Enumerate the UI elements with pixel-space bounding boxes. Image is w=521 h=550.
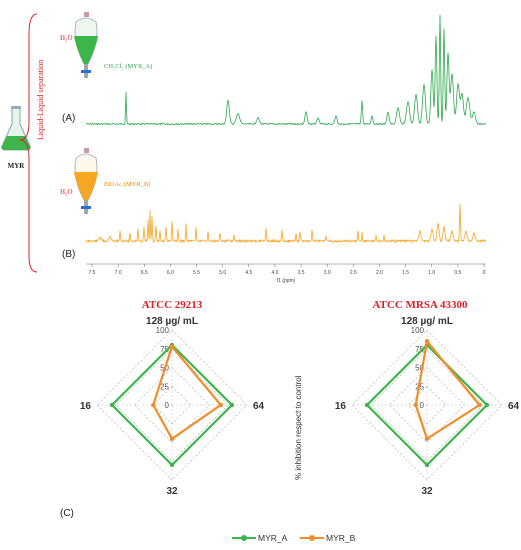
ppm-tick-label: 7.5 [89, 270, 96, 276]
radar-tick-label: 75 [160, 345, 169, 354]
ppm-tick-label: 0.5 [454, 270, 461, 276]
spectrum-b-trace [85, 203, 487, 244]
panel-c-label: (C) [60, 508, 74, 519]
legend-label-myr-a: MYR_A [258, 533, 288, 543]
ppm-tick-label: 4.5 [245, 270, 252, 276]
radar-axis-label: 128 µg/ mL [401, 316, 453, 327]
radar-tick-label: 50 [415, 364, 424, 373]
spectrum-a-label: (A) [62, 113, 75, 124]
radar-tick-label: 0 [420, 401, 425, 410]
legend: MYR_A MYR_B [232, 533, 356, 543]
radar-series-myr-b [414, 340, 481, 440]
ppm-tick-label: 1.0 [428, 270, 435, 276]
ppm-axis-label: f1 (ppm) [277, 278, 296, 284]
fraction-b: EtOAc (MYR_B) [104, 181, 150, 188]
radar-point [424, 436, 430, 441]
radar-point [169, 462, 175, 468]
radar-point [364, 402, 370, 408]
spectrum-a-trace [85, 14, 487, 126]
separatory-funnel-icon [74, 12, 98, 78]
radar-tick-label: 25 [160, 382, 169, 391]
ppm-tick-label: 5.0 [219, 270, 226, 276]
radar-point [477, 402, 482, 408]
radar-axis-label: 16 [335, 401, 347, 412]
radar-tick-label: 100 [411, 326, 425, 335]
radar-point [218, 402, 223, 408]
ppm-tick-label: 2.0 [376, 270, 383, 276]
legend-label-myr-b: MYR_B [326, 533, 356, 543]
radar-tick-label: 0 [165, 401, 170, 410]
radar-point [109, 402, 115, 408]
ppm-tick-label: 3.0 [324, 270, 331, 276]
radar-axis-label: 64 [508, 401, 520, 412]
radar-1-title: ATCC 29213 [142, 299, 203, 311]
ppm-tick-label: 7.0 [115, 270, 122, 276]
ppm-tick-label: 6.0 [167, 270, 174, 276]
bracket-label: Liquid-Liquid separation [36, 60, 45, 140]
radar-axis-label: 64 [253, 401, 265, 412]
radar-point [229, 402, 235, 408]
separation-bracket [19, 13, 38, 273]
legend-marker-icon [309, 535, 315, 541]
legend-item-myr-b: MYR_B [300, 533, 356, 543]
radar-2-title: ATCC MRSA 43300 [372, 299, 468, 311]
radar-point [424, 339, 430, 344]
ppm-axis-ticks: 7.5 7.0 6.5 6.0 5.5 5.0 4.5 4.0 3.5 3.0 2.5 2.0 1.5 1… [89, 264, 486, 276]
radar-point [151, 402, 156, 408]
separatory-funnel-icon [74, 148, 98, 214]
radar-point [413, 402, 418, 408]
radar-axis-label: 32 [166, 486, 178, 497]
radar-axis-label: 128 µg/ mL [146, 316, 198, 327]
radar-axis-label: 32 [421, 486, 433, 497]
radar-grid-ring [152, 385, 192, 425]
radar-point [169, 344, 175, 349]
radar-grid-ring [115, 348, 229, 462]
ppm-tick-label: 1.5 [402, 270, 409, 276]
radar-grid-ring [96, 329, 248, 481]
y-axis-label: % inhibition respect to control [294, 375, 303, 480]
radar-tick-label: 100 [156, 326, 170, 335]
legend-item-myr-a: MYR_A [232, 533, 288, 543]
ppm-tick-label: 2.5 [350, 270, 357, 276]
ppm-tick-label: 4.0 [271, 270, 278, 276]
legend-marker-icon [241, 535, 247, 541]
source-label: MYR [8, 162, 26, 170]
radar-axis-label: 16 [80, 401, 92, 412]
ppm-tick-label: 0 [483, 270, 486, 276]
solvent-a: H₂O [60, 34, 73, 42]
fraction-a: CH₂Cl₂ (MYR_A) [104, 63, 152, 70]
radar-point [484, 402, 490, 408]
radar-grid-ring [389, 367, 465, 443]
radar-grid-ring [407, 385, 447, 425]
spectrum-b-label: (B) [62, 249, 75, 260]
radar-tick-label: 75 [415, 345, 424, 354]
ppm-tick-label: 5.5 [193, 270, 200, 276]
solvent-b: H₂O [60, 188, 73, 196]
radar-grid-ring [134, 367, 210, 443]
radar-point [424, 462, 430, 468]
radar-point [169, 436, 175, 441]
ppm-tick-label: 6.5 [141, 270, 148, 276]
ppm-tick-label: 3.5 [298, 270, 305, 276]
radar-grid-ring [351, 329, 503, 481]
